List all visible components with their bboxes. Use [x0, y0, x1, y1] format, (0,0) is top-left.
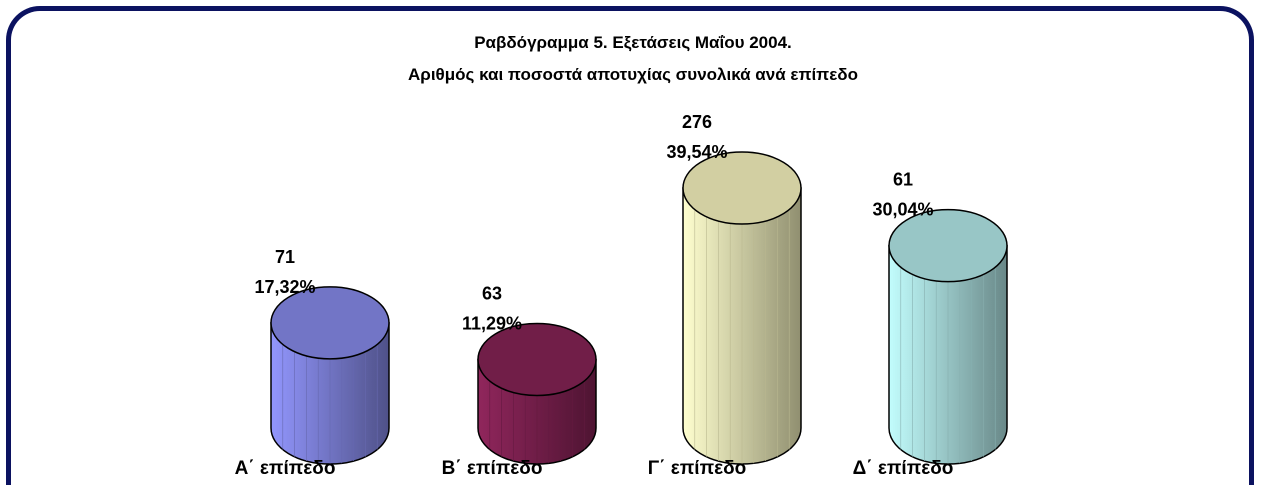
- value-label: 17,32%: [254, 277, 315, 297]
- count-label: 276: [682, 112, 712, 132]
- value-label: 39,54%: [666, 142, 727, 162]
- x-tick-label: Γ΄ επίπεδο: [648, 458, 747, 479]
- count-label: 61: [893, 170, 913, 190]
- value-label: 30,04%: [872, 200, 933, 220]
- chart-frame: [6, 6, 1254, 485]
- x-tick-label: Δ΄ επίπεδο: [853, 458, 954, 479]
- x-tick-label: Β΄ επίπεδο: [442, 458, 543, 479]
- cylinder-top: [888, 208, 1008, 283]
- cylinder-top: [270, 286, 390, 360]
- cylinder-top: [682, 151, 802, 225]
- count-label: 71: [275, 247, 295, 267]
- cylinder-top: [477, 322, 597, 397]
- x-tick-label: Α΄ επίπεδο: [235, 458, 336, 479]
- chart-subtitle: Αριθμός και ποσοστά αποτυχίας συνολικά α…: [408, 65, 858, 84]
- count-label: 63: [482, 283, 502, 303]
- value-label: 11,29%: [462, 313, 522, 333]
- chart-title: Ραβδόγραμμα 5. Εξετάσεις Μαΐου 2004.: [474, 33, 792, 52]
